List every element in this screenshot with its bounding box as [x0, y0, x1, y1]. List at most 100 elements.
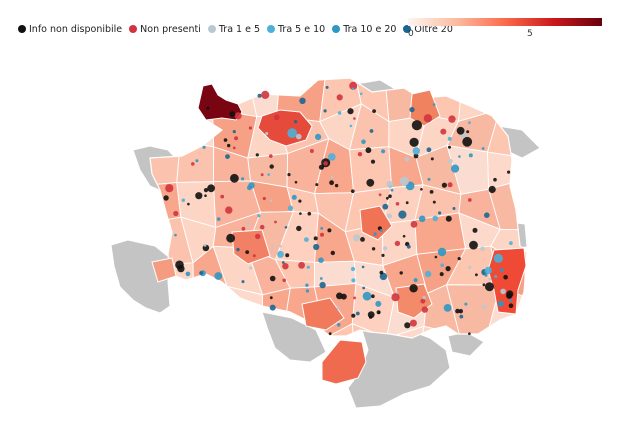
map-marker[interactable] — [482, 305, 487, 310]
map-marker[interactable] — [328, 332, 332, 336]
map-marker[interactable] — [377, 311, 381, 314]
map-marker[interactable] — [469, 240, 478, 250]
map-marker[interactable] — [261, 90, 270, 99]
map-marker[interactable] — [234, 136, 239, 141]
map-marker[interactable] — [365, 147, 372, 154]
map-marker[interactable] — [299, 212, 302, 215]
map-marker[interactable] — [371, 294, 375, 299]
map-marker[interactable] — [406, 244, 411, 249]
map-marker[interactable] — [381, 149, 386, 154]
map-marker[interactable] — [262, 196, 266, 201]
map-marker[interactable] — [404, 322, 411, 329]
map-marker[interactable] — [294, 120, 298, 124]
map-marker[interactable] — [336, 306, 340, 310]
map-marker[interactable] — [434, 255, 438, 259]
map-marker[interactable] — [448, 115, 456, 123]
map-marker[interactable] — [307, 211, 312, 216]
map-marker[interactable] — [410, 220, 418, 228]
map-marker[interactable] — [404, 156, 410, 162]
map-marker[interactable] — [257, 93, 262, 98]
map-marker[interactable] — [187, 202, 190, 206]
map-marker[interactable] — [372, 109, 376, 113]
map-marker[interactable] — [195, 159, 199, 163]
map-marker[interactable] — [226, 233, 236, 243]
map-marker[interactable] — [214, 272, 223, 280]
map-marker[interactable] — [351, 278, 356, 283]
map-marker[interactable] — [500, 288, 506, 295]
map-marker[interactable] — [420, 298, 426, 304]
map-marker[interactable] — [426, 147, 432, 153]
map-marker[interactable] — [353, 234, 361, 242]
map-marker[interactable] — [255, 153, 259, 157]
map-marker[interactable] — [334, 183, 339, 188]
map-marker[interactable] — [447, 182, 453, 188]
map-marker[interactable] — [336, 292, 343, 300]
map-marker[interactable] — [206, 106, 210, 110]
map-marker[interactable] — [452, 207, 456, 210]
map-marker[interactable] — [203, 188, 209, 193]
map-marker[interactable] — [413, 278, 418, 283]
map-marker[interactable] — [351, 313, 356, 318]
map-marker[interactable] — [269, 164, 274, 169]
map-marker[interactable] — [493, 253, 503, 263]
map-marker[interactable] — [232, 146, 236, 150]
map-marker[interactable] — [319, 281, 326, 289]
map-marker[interactable] — [507, 170, 511, 174]
map-marker[interactable] — [296, 225, 302, 232]
map-marker[interactable] — [362, 291, 372, 301]
map-marker[interactable] — [462, 136, 473, 147]
map-marker[interactable] — [468, 121, 471, 125]
map-marker[interactable] — [353, 117, 356, 120]
map-marker[interactable] — [336, 323, 341, 327]
map-marker[interactable] — [216, 217, 221, 221]
map-marker[interactable] — [485, 282, 494, 292]
map-marker[interactable] — [371, 247, 376, 251]
map-marker[interactable] — [379, 270, 384, 275]
map-marker[interactable] — [390, 188, 394, 192]
map-marker[interactable] — [509, 241, 513, 246]
map-marker[interactable] — [329, 180, 334, 186]
map-marker[interactable] — [359, 92, 363, 96]
map-marker[interactable] — [402, 234, 406, 238]
map-marker[interactable] — [287, 128, 298, 139]
map-marker[interactable] — [395, 291, 399, 294]
map-marker[interactable] — [241, 177, 245, 181]
map-marker[interactable] — [285, 253, 290, 258]
map-marker[interactable] — [422, 295, 426, 300]
map-marker[interactable] — [466, 130, 470, 134]
map-marker[interactable] — [191, 162, 195, 166]
map-marker[interactable] — [468, 332, 471, 336]
map-marker[interactable] — [458, 155, 461, 158]
map-marker[interactable] — [248, 126, 252, 130]
map-marker[interactable] — [291, 194, 297, 200]
map-marker[interactable] — [325, 85, 329, 89]
map-marker[interactable] — [418, 215, 426, 223]
map-marker[interactable] — [493, 177, 497, 182]
map-marker[interactable] — [464, 302, 468, 306]
map-marker[interactable] — [294, 180, 298, 184]
map-marker[interactable] — [313, 236, 318, 241]
map-marker[interactable] — [447, 136, 452, 141]
map-marker[interactable] — [383, 246, 388, 251]
map-marker[interactable] — [320, 227, 324, 230]
map-marker[interactable] — [458, 309, 463, 314]
map-marker[interactable] — [227, 143, 231, 148]
map-marker[interactable] — [298, 261, 305, 269]
map-marker[interactable] — [361, 139, 366, 145]
map-marker[interactable] — [412, 147, 420, 155]
map-marker[interactable] — [304, 237, 309, 243]
map-marker[interactable] — [203, 244, 207, 247]
map-marker[interactable] — [475, 273, 478, 277]
map-marker[interactable] — [421, 306, 428, 313]
map-marker[interactable] — [328, 153, 336, 161]
map-marker[interactable] — [267, 173, 271, 177]
map-marker[interactable] — [236, 247, 240, 252]
map-marker[interactable] — [375, 300, 382, 307]
map-marker[interactable] — [349, 81, 358, 90]
map-marker[interactable] — [313, 243, 320, 251]
map-marker[interactable] — [386, 196, 389, 200]
map-marker[interactable] — [185, 271, 191, 277]
map-marker[interactable] — [373, 232, 377, 236]
map-marker[interactable] — [438, 211, 442, 215]
map-marker[interactable] — [482, 283, 486, 287]
